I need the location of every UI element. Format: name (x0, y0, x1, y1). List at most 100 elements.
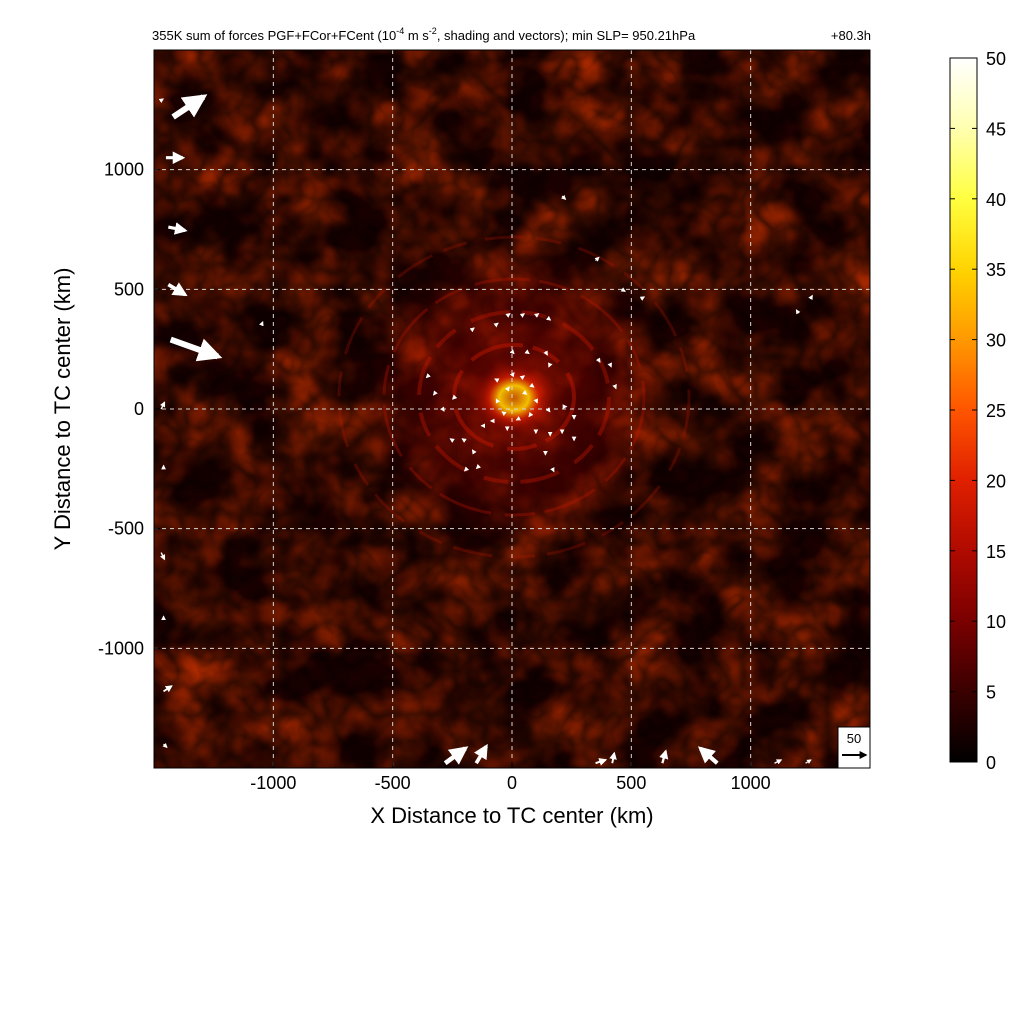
force-vector (529, 382, 535, 388)
colorbar-ticks: 0 5 10 15 20 25 30 35 40 45 50 (950, 49, 1006, 773)
title-units: m s (404, 28, 429, 43)
force-vector (443, 746, 469, 766)
colorbar-tick-label: 50 (986, 49, 1006, 69)
colorbar-tick-label: 20 (986, 471, 1006, 491)
force-vector (697, 746, 719, 765)
force-vector (774, 759, 783, 765)
y-tick-label: 1000 (104, 160, 144, 180)
colorbar-tick-label: 45 (986, 119, 1006, 139)
force-vector (494, 378, 500, 383)
force-vector (469, 327, 475, 333)
reference-vector-label: 50 (847, 731, 861, 746)
reference-vector-box (837, 726, 871, 769)
force-vector (474, 743, 488, 765)
force-vector (433, 390, 438, 396)
chart-title: 355K sum of forces PGF+FCor+FCent (10-4 … (152, 26, 696, 43)
force-vector (528, 411, 534, 418)
force-vector (594, 256, 600, 262)
force-vector (808, 294, 813, 301)
colorbar-tick-label: 35 (986, 260, 1006, 280)
force-vector (160, 552, 166, 561)
force-vector (167, 282, 188, 297)
force-vector (519, 313, 526, 318)
force-vector (495, 398, 501, 404)
title-main: 355K sum of forces PGF+FCor+FCent (10 (152, 28, 396, 43)
reference-vector: 50 (837, 726, 871, 769)
plot-area (154, 50, 870, 768)
colorbar-tick-label: 0 (986, 753, 996, 773)
y-tick-label: -500 (108, 519, 144, 539)
force-vector (475, 464, 481, 470)
force-vector (607, 362, 612, 368)
force-vector (533, 398, 539, 404)
x-axis: -1000 -500 0 500 1000 (250, 762, 771, 793)
force-vector (561, 194, 567, 201)
force-vector (471, 449, 477, 455)
eyewall-rings (337, 235, 691, 559)
x-tick-label: -1000 (250, 773, 296, 793)
eyewall-ring (417, 310, 611, 484)
eyewall-ring (337, 235, 691, 559)
x-tick-label: 500 (616, 773, 646, 793)
force-vector (524, 349, 530, 355)
force-vector (449, 438, 455, 443)
colorbar-tick-label: 15 (986, 542, 1006, 562)
colorbar-tick-label: 30 (986, 331, 1006, 351)
force-vector (639, 296, 646, 301)
force-vector (522, 390, 528, 395)
time-label: +80.3h (831, 28, 871, 43)
force-vector (612, 383, 617, 390)
force-vector (543, 350, 548, 356)
eyewall-ring (382, 277, 646, 517)
force-vector (595, 357, 601, 363)
x-axis-label: X Distance to TC center (km) (370, 803, 653, 828)
force-vector (609, 751, 617, 764)
force-vector (550, 467, 555, 473)
force-vector (534, 313, 540, 318)
title-exponent: -4 (396, 26, 404, 36)
force-vectors (158, 94, 813, 766)
x-tick-label: 0 (507, 773, 517, 793)
force-vector (509, 349, 515, 355)
colorbar-tick-label: 40 (986, 190, 1006, 210)
force-vector (425, 373, 431, 379)
title-exponent-2: -2 (429, 26, 437, 36)
force-vector (805, 759, 812, 764)
force-vector (548, 362, 553, 368)
force-vector (509, 372, 515, 378)
force-vector (440, 406, 445, 412)
force-vector (160, 401, 166, 410)
force-vector (163, 685, 173, 693)
force-vector (505, 386, 510, 392)
y-axis-label: Y Distance to TC center (km) (50, 268, 75, 551)
force-vector (595, 758, 608, 766)
force-vector (501, 411, 507, 416)
colorbar-tick-label: 10 (986, 612, 1006, 632)
force-vector (620, 287, 626, 292)
x-tick-label: 1000 (731, 773, 771, 793)
force-vector (659, 749, 669, 764)
force-vector (493, 322, 499, 328)
force-vector (461, 438, 467, 443)
force-vector (505, 313, 511, 318)
force-vector (545, 407, 551, 413)
colorbar-tick-label: 5 (986, 683, 996, 703)
y-tick-label: -1000 (98, 638, 144, 658)
force-vector (259, 320, 264, 327)
x-tick-label: -500 (375, 773, 411, 793)
force-vector (463, 466, 470, 472)
title-tail: , shading and vectors); min SLP= 950.21h… (437, 28, 696, 43)
force-vector (158, 98, 164, 104)
force-vector (169, 336, 223, 362)
force-vector (162, 743, 168, 749)
force-vector (519, 375, 526, 381)
force-vector (168, 222, 188, 235)
force-vector (515, 416, 521, 421)
force-vector (795, 309, 801, 315)
colorbar-tick-label: 25 (986, 401, 1006, 421)
force-vector (545, 315, 552, 321)
y-tick-label: 500 (114, 279, 144, 299)
y-tick-label: 0 (134, 399, 144, 419)
field-core (472, 362, 556, 434)
